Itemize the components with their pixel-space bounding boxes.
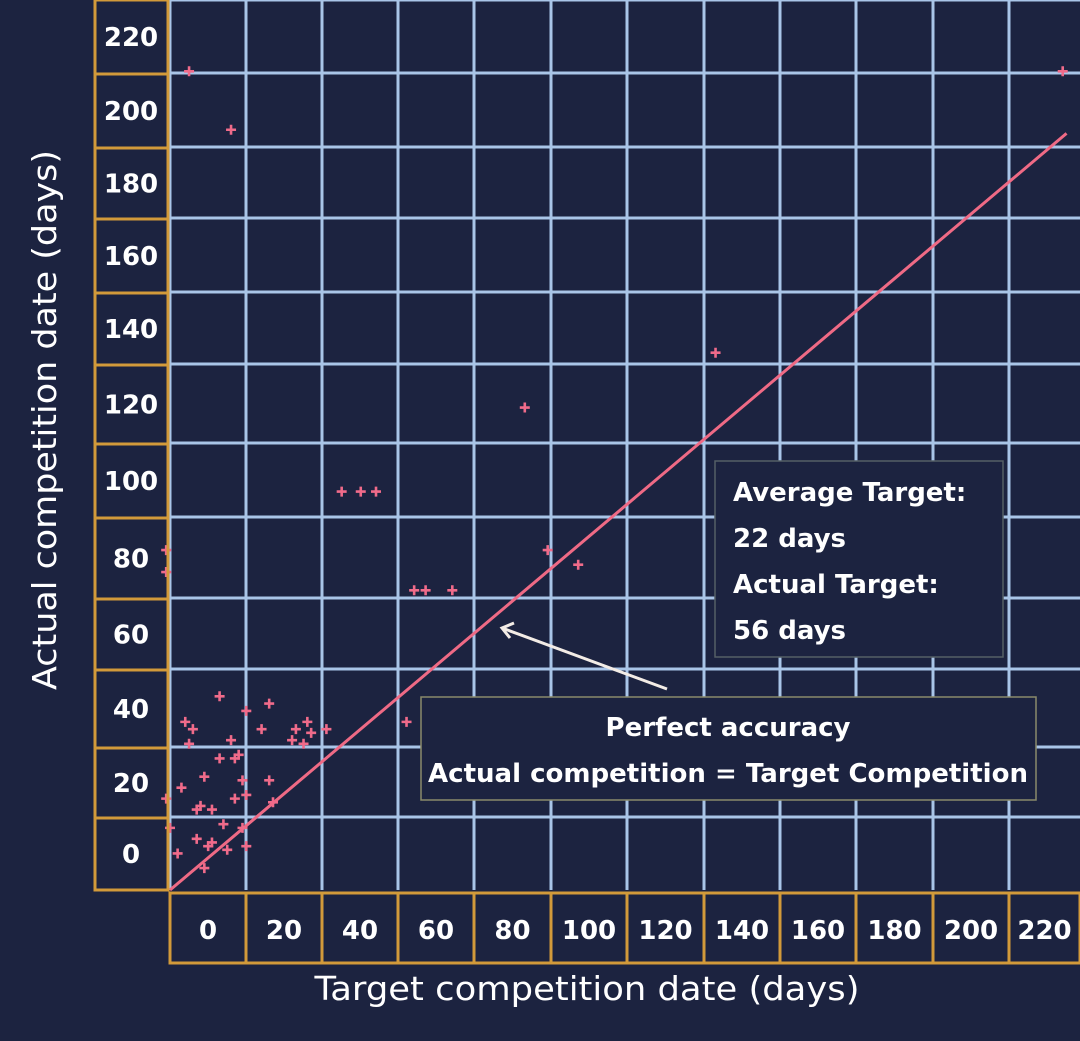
x-tick-label: 200 (944, 916, 998, 946)
data-point-plus (409, 585, 420, 596)
y-tick-label: 180 (104, 170, 158, 200)
data-point-plus (1057, 66, 1068, 77)
x-tick-label: 60 (418, 916, 454, 946)
stats-annotation-line-4: 56 days (733, 616, 846, 646)
perfect-accuracy-label: Perfect accuracy (606, 713, 851, 743)
data-point-plus (199, 771, 210, 782)
y-tick-label: 200 (104, 97, 158, 127)
x-tick-label: 220 (1017, 916, 1071, 946)
data-point-plus (176, 782, 187, 793)
data-point-plus (195, 800, 206, 811)
x-tick-label: 180 (867, 916, 921, 946)
x-tick-label: 40 (342, 916, 378, 946)
y-tick-box (93, 0, 170, 76)
stats-annotation-box (714, 460, 1004, 658)
y-tick-labels: 0 20 40 60 80 100 120 140 160 180 200 220 (93, 0, 170, 892)
y-tick-label: 60 (113, 621, 149, 651)
x-tick-label: 140 (715, 916, 769, 946)
x-tick-box (1007, 891, 1080, 965)
data-point-plus (233, 749, 244, 760)
data-point-plus (226, 124, 237, 135)
data-point-plus (355, 486, 366, 497)
data-point-plus (287, 735, 298, 746)
annotation-arrow (501, 626, 668, 691)
y-tick-label: 120 (104, 391, 158, 421)
data-point-plus (237, 775, 248, 786)
x-tick-label: 100 (562, 916, 616, 946)
perfect-accuracy-line (169, 132, 1068, 892)
y-tick-label: 40 (113, 695, 149, 725)
data-point-plus (184, 738, 195, 749)
y-tick-label: 140 (104, 315, 158, 345)
data-point-plus (241, 841, 252, 852)
data-point-plus (184, 66, 195, 77)
x-tick-label: 20 (266, 916, 302, 946)
data-point-plus (191, 833, 202, 844)
stats-annotation-line-1: Average Target: (733, 478, 966, 508)
x-tick-label: 80 (494, 916, 530, 946)
data-point-plus (302, 716, 313, 727)
data-point-plus (298, 738, 309, 749)
x-tick-label: 160 (791, 916, 845, 946)
data-point-plus (226, 735, 237, 746)
y-tick-label: 20 (113, 769, 149, 799)
data-point-plus (290, 724, 301, 735)
perfect-accuracy-box (420, 696, 1037, 801)
data-point-plus (420, 585, 431, 596)
data-point-plus (306, 727, 317, 738)
y-tick-label: 80 (113, 545, 149, 575)
data-point-plus (371, 486, 382, 497)
data-point-plus (573, 559, 584, 570)
data-point-plus (161, 545, 172, 556)
stats-annotation-line-3: Actual Target: (733, 570, 939, 600)
data-point-plus (161, 793, 172, 804)
data-point-plus (542, 545, 553, 556)
data-point-plus (214, 691, 225, 702)
data-point-plus (264, 775, 275, 786)
y-tick-label: 220 (104, 23, 158, 53)
data-point-plus (218, 819, 229, 830)
data-point-plus (241, 789, 252, 800)
x-tick-labels: 0 20 40 60 80 100 120 140 160 180 200 220 (168, 891, 1080, 965)
data-point-plus (172, 848, 183, 859)
data-point-plus (180, 716, 191, 727)
data-point-plus (229, 793, 240, 804)
data-point-plus (241, 705, 252, 716)
data-point-plus (447, 585, 458, 596)
data-point-plus (199, 863, 210, 874)
y-tick-label: 100 (104, 467, 158, 497)
y-tick-label: 0 (122, 840, 140, 870)
stats-annotation-line-2: 22 days (733, 524, 846, 554)
x-tick-label: 0 (199, 916, 217, 946)
data-point-plus (336, 486, 347, 497)
perfect-accuracy-equation: Actual competition = Target Competition (428, 759, 1028, 789)
data-point-plus (161, 567, 172, 578)
x-axis-title: Target competition date (days) (313, 969, 859, 1008)
y-tick-label: 160 (104, 242, 158, 272)
data-points (161, 66, 1068, 874)
data-point-plus (321, 724, 332, 735)
data-point-plus (401, 716, 412, 727)
data-point-plus (214, 753, 225, 764)
data-point-plus (237, 822, 248, 833)
data-point-plus (256, 724, 267, 735)
reference-line-layer (169, 132, 1068, 892)
data-point-plus (206, 837, 217, 848)
data-point-plus (268, 797, 279, 808)
data-point-plus (710, 347, 721, 358)
data-point-plus (264, 698, 275, 709)
x-tick-label: 120 (638, 916, 692, 946)
y-axis-title: Actual competition date (days) (25, 150, 64, 690)
data-point-plus (206, 804, 217, 815)
data-point-plus (222, 844, 233, 855)
data-point-plus (187, 724, 198, 735)
data-point-plus (519, 402, 530, 413)
annotation-arrow-head (499, 621, 515, 639)
annotations: Average Target: 22 days Actual Target: 5… (420, 460, 1037, 801)
